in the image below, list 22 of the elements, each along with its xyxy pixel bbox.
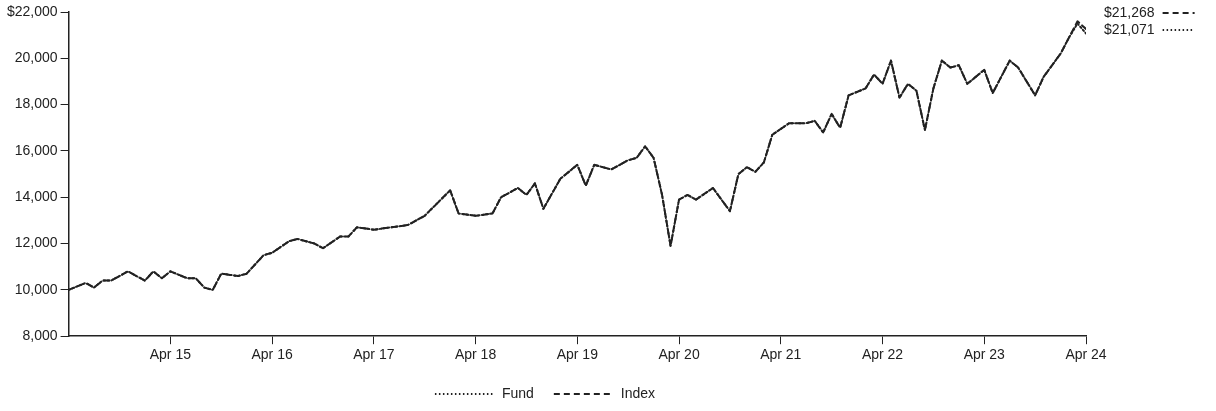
- x-tick-label: Apr 20: [658, 346, 700, 363]
- x-tick-label: Apr 19: [556, 346, 599, 363]
- x-tick-label: Apr 17: [353, 346, 395, 363]
- y-tick-label: 12,000: [14, 234, 58, 251]
- x-tick-label: Apr 16: [251, 346, 293, 363]
- legend-label: Index: [620, 384, 656, 401]
- y-tick-label: $22,000: [7, 2, 58, 19]
- x-tick-label: Apr 24: [1065, 346, 1107, 363]
- x-tick-label: Apr 21: [760, 346, 802, 363]
- legend-label: Fund: [501, 384, 534, 401]
- x-tick-label: Apr 22: [861, 346, 904, 363]
- annotation: $21,071: [1104, 20, 1155, 37]
- x-tick-label: Apr 15: [149, 346, 192, 363]
- annotation: $21,268: [1104, 3, 1155, 20]
- y-tick-label: 18,000: [14, 95, 58, 112]
- x-tick-label: Apr 18: [454, 346, 497, 363]
- y-tick-label: 16,000: [14, 141, 58, 158]
- y-tick-label: 14,000: [14, 188, 58, 205]
- y-tick-label: 10,000: [14, 280, 58, 297]
- x-tick-label: Apr 23: [963, 346, 1006, 363]
- y-tick-label: 8,000: [22, 327, 58, 344]
- y-tick-label: 20,000: [14, 49, 58, 66]
